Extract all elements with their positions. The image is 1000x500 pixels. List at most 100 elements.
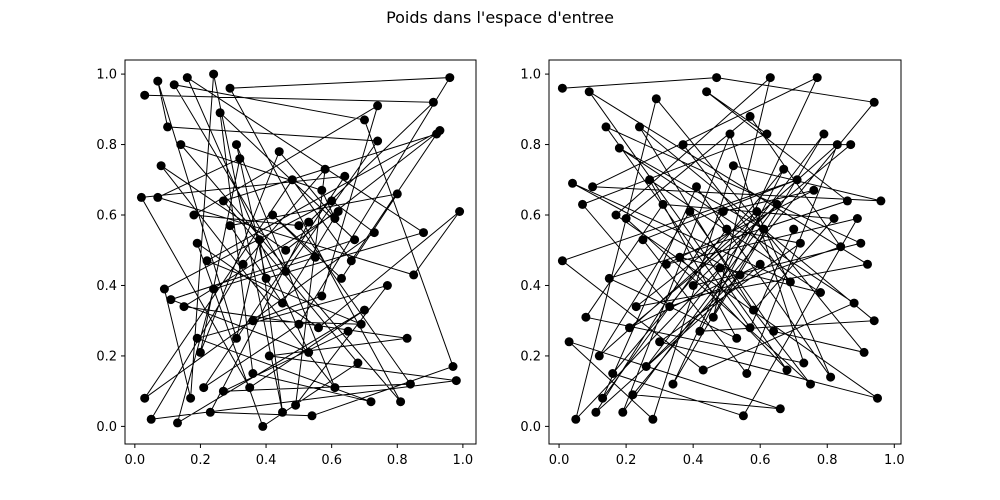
data-point bbox=[166, 295, 176, 305]
data-point bbox=[581, 312, 591, 322]
data-point bbox=[258, 421, 268, 431]
data-point bbox=[702, 87, 712, 97]
data-point bbox=[215, 108, 225, 118]
data-point bbox=[182, 73, 192, 83]
data-point bbox=[591, 407, 601, 417]
data-point bbox=[402, 333, 412, 343]
figure-title: Poids dans l'espace d'entree bbox=[386, 8, 614, 27]
data-point bbox=[360, 115, 369, 125]
data-point bbox=[314, 323, 323, 333]
data-point bbox=[225, 221, 235, 231]
data-point bbox=[373, 136, 383, 146]
data-point bbox=[695, 326, 705, 336]
data-point bbox=[392, 189, 402, 199]
y-tick-label: 0.8 bbox=[520, 138, 541, 153]
data-point bbox=[685, 207, 695, 216]
data-point bbox=[337, 273, 346, 283]
data-point bbox=[645, 175, 655, 185]
x-tick-label: 0.0 bbox=[124, 453, 145, 468]
data-point bbox=[369, 228, 379, 238]
x-tick-label: 1.0 bbox=[453, 453, 474, 468]
data-point bbox=[333, 207, 343, 216]
data-point bbox=[350, 235, 360, 245]
data-point bbox=[648, 414, 658, 424]
data-point bbox=[287, 175, 297, 185]
y-tick-label: 0.0 bbox=[96, 420, 117, 435]
right-scatter-plot: 0.0 0.2 0.4 0.6 0.8 1.0 0.0 0.2 0.4 0.6 0.8 1.0 bbox=[520, 59, 905, 468]
y-tick-label: 1.0 bbox=[96, 68, 117, 83]
x-tick-label: 0.6 bbox=[750, 453, 771, 468]
data-point bbox=[598, 393, 608, 403]
data-point bbox=[749, 305, 758, 315]
data-point bbox=[678, 140, 688, 150]
data-point bbox=[192, 238, 202, 248]
data-point bbox=[232, 140, 241, 150]
y-tick-label: 0.8 bbox=[96, 138, 117, 153]
data-point bbox=[189, 210, 199, 220]
data-point bbox=[745, 323, 755, 333]
data-point bbox=[836, 242, 846, 252]
data-point bbox=[849, 298, 859, 308]
data-point bbox=[698, 365, 708, 375]
data-point bbox=[722, 224, 732, 234]
data-point bbox=[235, 154, 245, 164]
data-point bbox=[842, 196, 852, 206]
x-tick-label: 0.4 bbox=[683, 453, 704, 468]
data-point bbox=[451, 376, 461, 386]
data-point bbox=[310, 252, 320, 262]
data-point bbox=[601, 122, 611, 132]
data-point bbox=[571, 414, 581, 424]
data-point bbox=[195, 347, 205, 357]
axes-frame bbox=[124, 59, 477, 445]
data-point bbox=[621, 214, 631, 223]
data-point bbox=[806, 379, 815, 389]
data-point bbox=[140, 90, 150, 100]
data-point bbox=[641, 362, 651, 371]
data-point bbox=[856, 238, 866, 248]
y-tick-label: 0.4 bbox=[520, 279, 541, 294]
data-point bbox=[732, 333, 742, 343]
x-tick-label: 1.0 bbox=[884, 453, 905, 468]
data-point bbox=[173, 418, 182, 428]
data-point bbox=[396, 397, 406, 407]
data-point bbox=[192, 333, 202, 343]
data-point bbox=[665, 302, 675, 312]
data-point bbox=[588, 182, 598, 192]
data-point bbox=[568, 178, 577, 188]
data-point bbox=[248, 369, 258, 378]
data-point bbox=[294, 319, 304, 329]
x-tick-label: 0.4 bbox=[256, 453, 277, 468]
data-point bbox=[812, 73, 822, 83]
data-point bbox=[631, 302, 641, 312]
y-tick-label: 0.6 bbox=[96, 209, 117, 224]
data-point bbox=[232, 333, 241, 343]
data-point bbox=[638, 235, 648, 245]
data-point bbox=[675, 252, 685, 262]
data-point bbox=[202, 256, 212, 266]
data-point bbox=[304, 347, 314, 357]
data-point bbox=[755, 259, 765, 269]
data-point bbox=[772, 199, 782, 209]
data-point bbox=[281, 245, 291, 255]
data-point bbox=[307, 411, 317, 421]
data-point bbox=[278, 407, 287, 417]
y-tick-label: 0.6 bbox=[520, 209, 541, 224]
data-point bbox=[261, 273, 271, 283]
data-point bbox=[405, 379, 415, 389]
y-tick-label: 0.0 bbox=[520, 420, 541, 435]
data-point bbox=[153, 76, 163, 86]
data-point bbox=[846, 140, 856, 150]
series-line bbox=[561, 76, 882, 422]
data-point bbox=[360, 305, 369, 315]
data-point bbox=[382, 281, 392, 290]
data-point bbox=[205, 407, 215, 417]
x-tick-label: 0.6 bbox=[321, 453, 342, 468]
data-point bbox=[557, 83, 567, 93]
data-point bbox=[655, 337, 665, 347]
data-point bbox=[611, 210, 621, 220]
data-point bbox=[291, 400, 301, 410]
data-point bbox=[718, 207, 728, 216]
data-point bbox=[661, 259, 671, 269]
data-point bbox=[264, 351, 274, 361]
data-point bbox=[140, 393, 150, 403]
